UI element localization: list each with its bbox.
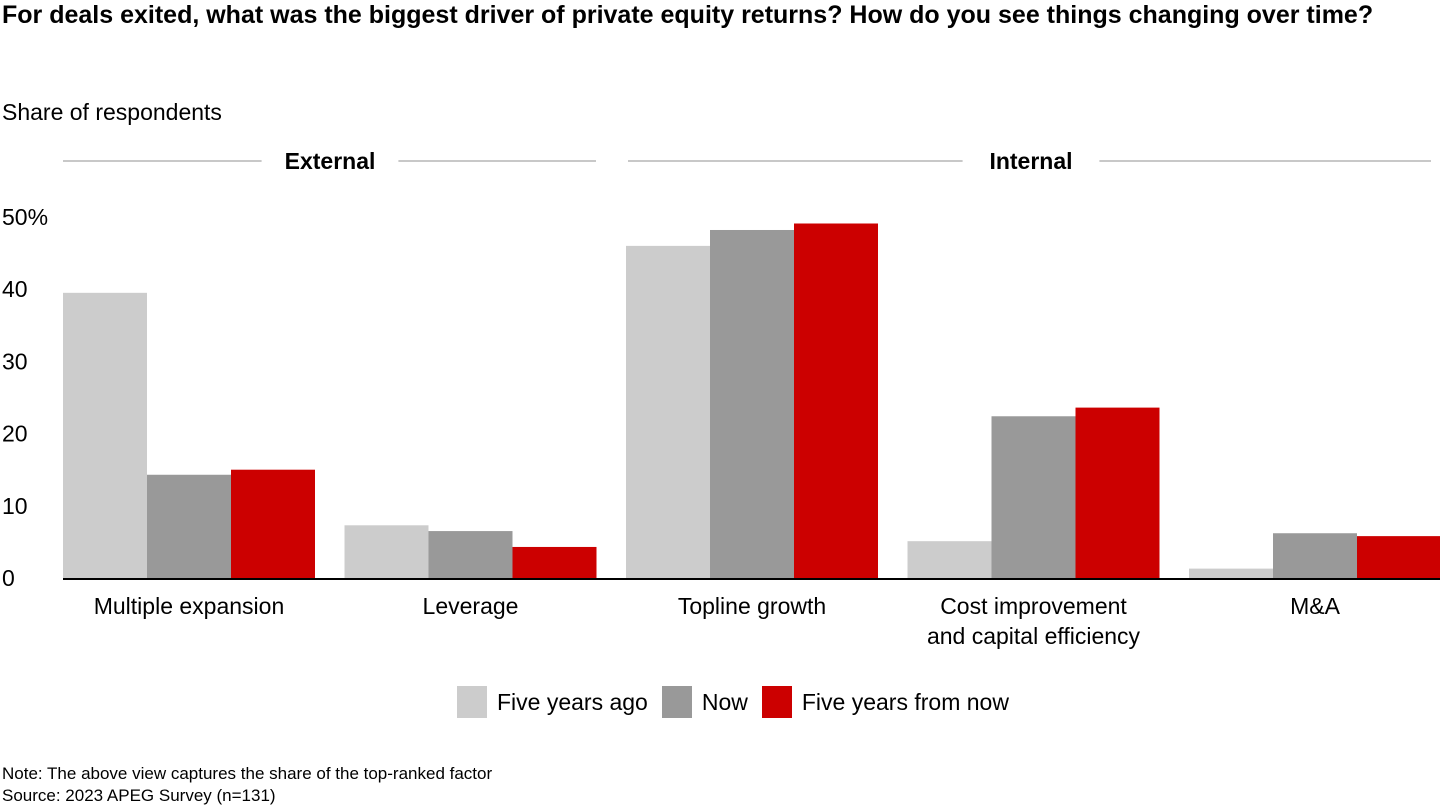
- bar-cost-improvement-and-capital-efficiency-now: [991, 416, 1076, 578]
- bar-cost-improvement-and-capital-efficiency-five-years-from-now: [1075, 407, 1160, 578]
- legend-label-now: Now: [701, 688, 748, 715]
- category-label: Topline growth: [678, 593, 826, 619]
- legend-label-five-years-from-now: Five years from now: [801, 688, 1009, 715]
- legend-swatch-five-years-from-now: [761, 686, 792, 718]
- bar-chart: Multiple expansion Leverage Topline growth…: [2, 148, 1440, 649]
- chart-subtitle: Share of respondents: [2, 99, 222, 125]
- bar-leverage-now: [428, 531, 513, 578]
- bar-leverage-five-years-from-now: [512, 546, 597, 578]
- source-text: Source: 2023 APEG Survey (n=131): [2, 786, 276, 805]
- bar-cost-improvement-and-capital-efficiency-five-years-ago: [907, 541, 992, 578]
- y-tick-label: 10: [2, 493, 28, 519]
- bar-manda-five-years-from-now: [1357, 536, 1440, 578]
- legend-item-now: Now: [661, 686, 748, 718]
- legend-swatch-five-years-ago: [457, 686, 487, 718]
- bar-manda-now: [1273, 533, 1357, 578]
- legend-label-five-years-ago: Five years ago: [497, 688, 648, 715]
- category-label: Leverage: [423, 593, 519, 619]
- y-tick-label: 40: [2, 276, 28, 302]
- y-tick-label: 50%: [2, 204, 48, 230]
- chart-title: For deals exited, what was the biggest d…: [2, 1, 1374, 29]
- category-label: and capital efficiency: [927, 623, 1141, 649]
- group-label-internal: Internal: [989, 148, 1072, 174]
- bar-leverage-five-years-ago: [344, 525, 429, 578]
- category-label: Multiple expansion: [94, 593, 285, 619]
- category-label: M&A: [1290, 593, 1341, 619]
- bar-multiple-expansion-now: [147, 474, 231, 578]
- footnote: Note: The above view captures the share …: [2, 763, 492, 807]
- category-label: Cost improvement: [940, 593, 1127, 619]
- y-tick-label: 20: [2, 421, 28, 447]
- bar-multiple-expansion-five-years-from-now: [231, 469, 315, 578]
- legend-swatch-now: [661, 686, 692, 718]
- group-label-external: External: [285, 148, 376, 174]
- y-tick-label: 30: [2, 348, 28, 374]
- bar-topline-growth-five-years-from-now: [794, 223, 878, 579]
- note-text: Note: The above view captures the share …: [2, 764, 493, 783]
- bar-topline-growth-five-years-ago: [626, 245, 710, 578]
- y-tick-label: 0: [2, 565, 15, 591]
- bar-manda-five-years-ago: [1189, 568, 1273, 578]
- legend: Five years ago Now Five years from now: [457, 686, 1023, 718]
- legend-item-five-years-from-now: Five years from now: [761, 686, 1009, 718]
- bar-multiple-expansion-five-years-ago: [63, 292, 147, 578]
- legend-item-five-years-ago: Five years ago: [457, 686, 648, 718]
- bar-topline-growth-now: [710, 229, 794, 578]
